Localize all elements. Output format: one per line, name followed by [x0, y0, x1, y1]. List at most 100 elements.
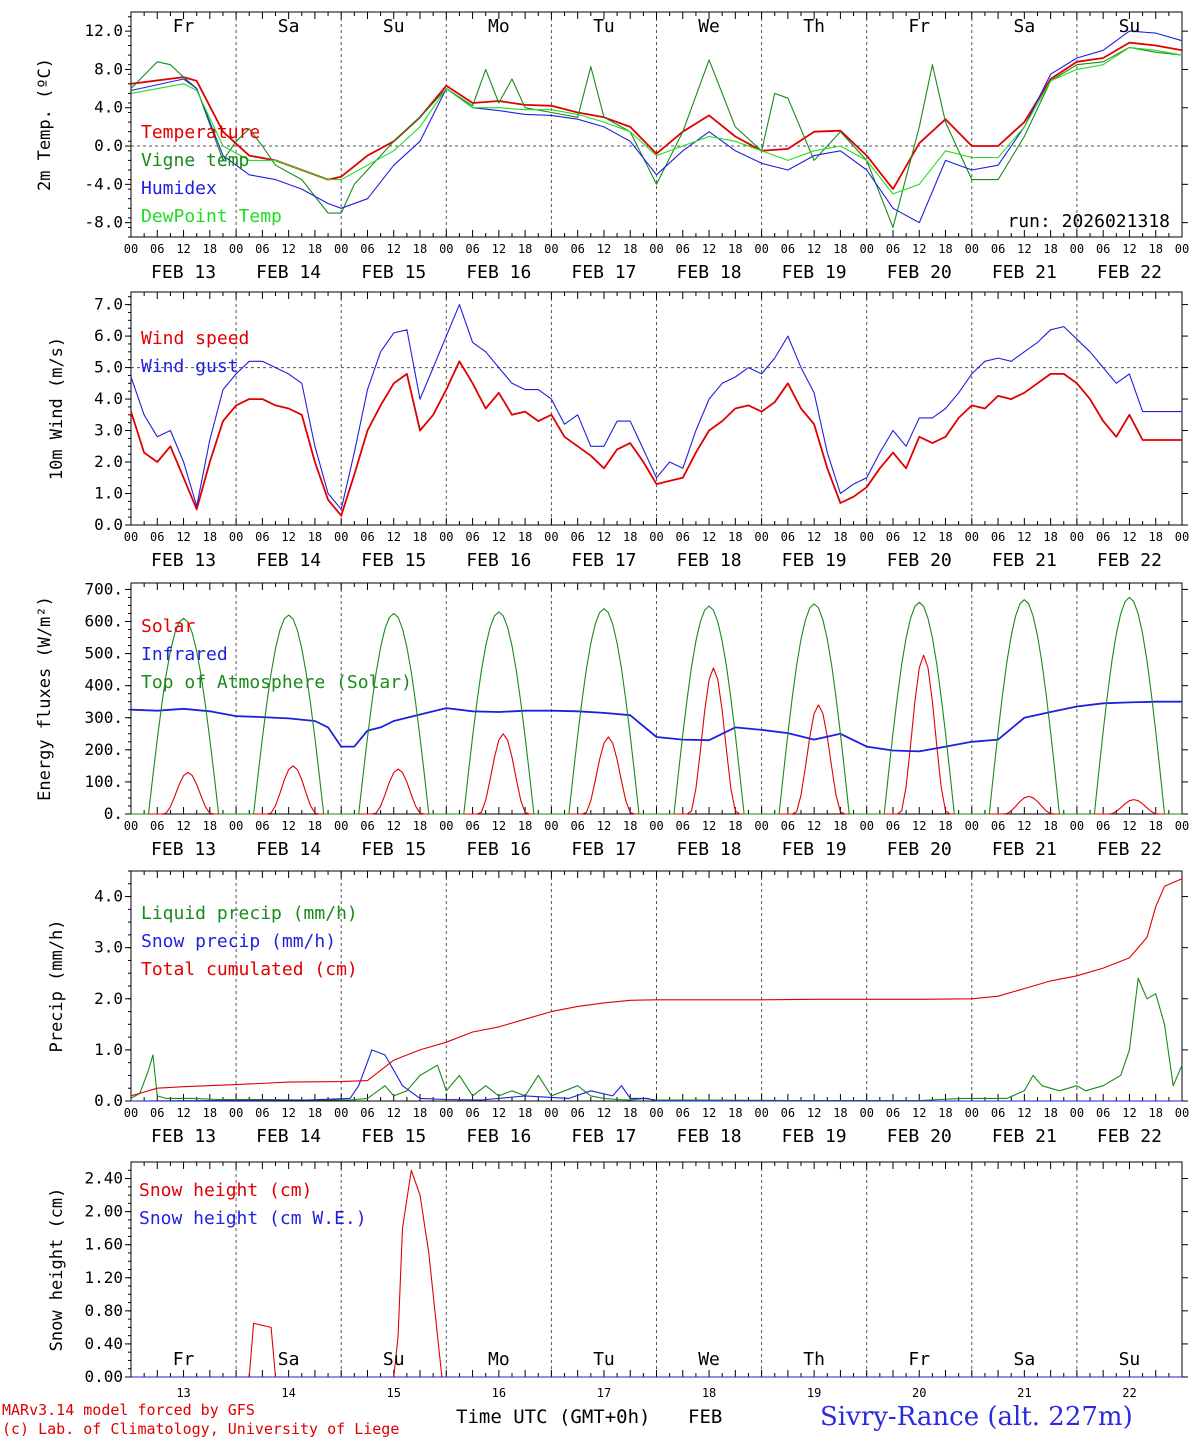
hour-tick-label: 18 [308, 242, 322, 256]
date-label: FEB 18 [677, 839, 742, 860]
hour-tick-label: 18 [1148, 819, 1162, 833]
hour-tick-label: 00 [124, 1106, 138, 1120]
day-number-label: 22 [1122, 1386, 1136, 1400]
hour-tick-label: 18 [1043, 1106, 1057, 1120]
series-line-2-1 [130, 360, 1182, 517]
date-label: FEB 16 [466, 262, 531, 283]
hour-tick-label: 06 [1096, 242, 1110, 256]
date-label: FEB 18 [677, 550, 742, 571]
hour-tick-label: 00 [334, 819, 348, 833]
hour-tick-label: 06 [676, 530, 690, 544]
date-label: FEB 19 [782, 1126, 847, 1147]
hour-tick-label: 00 [859, 530, 873, 544]
hour-tick-label: 18 [728, 530, 742, 544]
hour-tick-label: 00 [754, 242, 768, 256]
hour-tick-label: 06 [360, 819, 374, 833]
hour-tick-label: 00 [649, 530, 663, 544]
date-label: FEB 22 [1097, 839, 1162, 860]
hour-tick-label: 12 [492, 242, 506, 256]
hour-tick-label: 06 [1096, 1106, 1110, 1120]
hour-tick-label: 06 [360, 242, 374, 256]
hour-tick-label: 12 [807, 1106, 821, 1120]
weekday-label: Tu [593, 16, 615, 37]
panel-2: 7.0 6.0 5.0 4.0 3.0 2.0 1.0 0.0 10m Wind (m/s) Wi… [47, 291, 1189, 571]
hour-tick-label: 12 [387, 530, 401, 544]
hour-tick-label: 12 [176, 530, 190, 544]
hour-tick-label: 06 [255, 819, 269, 833]
legend-entry: Snow height (cm) [139, 1180, 312, 1201]
hour-tick-label: 00 [229, 530, 243, 544]
hour-tick-label: 00 [334, 530, 348, 544]
hour-tick-label: 12 [1017, 530, 1031, 544]
hour-tick-label: 00 [439, 1106, 453, 1120]
day-number-label: 16 [492, 1386, 506, 1400]
hour-tick-label: 12 [1017, 1106, 1031, 1120]
hour-tick-label: 06 [886, 242, 900, 256]
hour-tick-label: 12 [176, 242, 190, 256]
date-label: FEB 19 [782, 262, 847, 283]
hour-tick-label: 12 [1017, 819, 1031, 833]
date-label: FEB 13 [151, 839, 216, 860]
date-label: FEB 20 [887, 839, 952, 860]
hour-tick-label: 18 [728, 1106, 742, 1120]
hour-tick-label: 18 [518, 530, 532, 544]
hour-tick-label: 00 [1070, 530, 1084, 544]
series-line-4-3 [130, 878, 1183, 1097]
hour-tick-label: 00 [544, 530, 558, 544]
hour-tick-label: 12 [912, 1106, 926, 1120]
y-tick-label: 5.0 [94, 358, 123, 377]
hour-tick-label: 12 [281, 819, 295, 833]
hour-tick-label: 06 [150, 242, 164, 256]
date-label: FEB 15 [361, 262, 426, 283]
weekday-label: We [698, 16, 720, 37]
hour-tick-label: 12 [1122, 1106, 1136, 1120]
hour-tick-label: 12 [807, 242, 821, 256]
hour-tick-label: 06 [1096, 819, 1110, 833]
hour-tick-label: 00 [1070, 819, 1084, 833]
hour-tick-label: 00 [124, 819, 138, 833]
hour-tick-label: 06 [255, 530, 269, 544]
date-label: FEB 13 [151, 550, 216, 571]
model-credit: MARv3.14 model forced by GFS [2, 1401, 255, 1419]
hour-tick-label: 18 [203, 242, 217, 256]
hour-tick-label: 12 [912, 819, 926, 833]
hour-tick-label: 18 [1043, 819, 1057, 833]
legend-entry: Wind gust [141, 356, 239, 377]
hour-tick-label: 00 [544, 819, 558, 833]
time-axis-label: Time UTC (GMT+0h) [456, 1406, 651, 1428]
series-line-5-1 [131, 1169, 1182, 1378]
panel-4: 4.0 3.0 2.0 1.0 0.0 Precip (mm/h) Liquid preci… [47, 870, 1189, 1147]
hour-tick-label: 12 [597, 530, 611, 544]
hour-tick-label: 00 [1175, 530, 1189, 544]
hour-tick-label: 12 [492, 530, 506, 544]
hour-tick-label: 18 [833, 1106, 847, 1120]
weekday-label: Tu [593, 1349, 615, 1370]
panel-5: 2.40 2.00 1.60 1.20 0.80 0.40 0.00 Snow height … [47, 1161, 1188, 1400]
date-label: FEB 17 [571, 550, 636, 571]
date-label: FEB 13 [151, 1126, 216, 1147]
y-tick-label: 2.40 [84, 1169, 123, 1188]
hour-tick-label: 06 [465, 530, 479, 544]
y-tick-label: 1.0 [94, 1040, 123, 1059]
hour-tick-label: 18 [623, 530, 637, 544]
hour-tick-label: 12 [176, 1106, 190, 1120]
hour-tick-label: 12 [702, 1106, 716, 1120]
hour-tick-label: 00 [229, 242, 243, 256]
date-label: FEB 14 [256, 262, 321, 283]
y-tick-label: 1.0 [94, 484, 123, 503]
legend-entry: Liquid precip (mm/h) [141, 903, 358, 924]
weekday-label: Mo [488, 16, 510, 37]
hour-tick-label: 18 [623, 1106, 637, 1120]
hour-tick-label: 18 [413, 242, 427, 256]
hour-tick-label: 18 [1043, 242, 1057, 256]
date-label: FEB 14 [256, 550, 321, 571]
hour-tick-label: 18 [938, 242, 952, 256]
hour-tick-label: 18 [308, 530, 322, 544]
hour-tick-label: 06 [465, 1106, 479, 1120]
hour-tick-label: 00 [229, 1106, 243, 1120]
hour-tick-label: 06 [150, 530, 164, 544]
y-tick-label: 3.0 [94, 421, 123, 440]
hour-tick-label: 12 [1122, 242, 1136, 256]
y-tick-label: 1.20 [84, 1268, 123, 1287]
